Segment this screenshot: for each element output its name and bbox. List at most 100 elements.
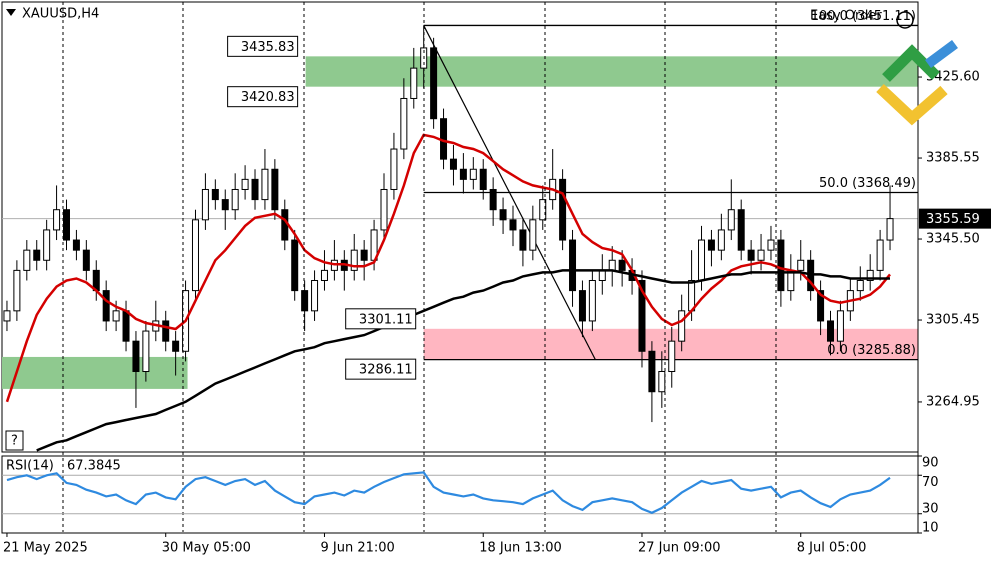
candle-body [172,340,180,352]
candle-body [668,340,676,373]
zone [2,356,188,389]
candle-body [112,310,120,322]
candle-body [648,350,656,393]
candle-body [251,178,259,201]
candle-body [43,229,51,261]
chart-title: XAUUSD,H4 [22,7,99,22]
candle-body [559,178,567,241]
fib-label: 50.0 (3368.49) [819,176,916,191]
rsi-title: RSI(14) [6,459,54,474]
rsi-pane [1,455,919,534]
candle-body [618,259,626,271]
candle-body [449,158,457,170]
candle-body [162,320,170,342]
candle-body [539,199,547,221]
candle-body [658,371,666,393]
y-tick-label: 3345.50 [926,232,980,247]
candle-body [459,168,467,180]
x-tick-label: 8 Jul 05:00 [797,541,867,556]
candle-body [82,249,90,271]
candle-body [430,47,438,120]
candle-body [102,290,110,322]
rsi-tick-label: 70 [922,475,939,490]
help-label[interactable]: ? [11,434,18,449]
zone-label: 3286.11 [359,363,413,378]
y-tick-label: 3264.95 [926,394,980,409]
candle-body [271,168,279,211]
zone-label-box [227,86,299,108]
rsi-line [6,471,891,515]
candle-body [866,269,874,281]
candle-body [827,320,835,342]
candle-body [479,168,487,190]
candle-body [757,249,765,261]
candle-body [33,249,41,261]
zone-label-box [227,35,299,57]
candle-body [261,168,269,201]
moving-average [36,269,890,452]
zone-label-box [345,358,417,380]
x-tick-label: 27 Jun 09:00 [638,541,721,556]
candle-body [132,340,140,373]
candle-body [747,249,755,261]
candle-body [3,310,11,322]
candle-body [509,219,517,231]
current-price-label: 3355.59 [926,212,980,227]
candle-body [737,209,745,251]
candle-body [638,279,646,352]
candle-body [856,279,864,292]
zone-label-box [345,308,417,330]
easy-order-icon[interactable] [896,11,914,29]
logo-yellow [876,83,948,126]
candle-body [817,290,825,322]
x-tick-label: 30 May 05:00 [162,541,251,556]
candle-body [469,168,477,180]
trend-line [423,25,596,360]
candle-body [53,209,61,231]
candle-body [62,209,70,241]
current-price-box [919,208,991,229]
help-button[interactable] [5,430,24,451]
logo-green [882,44,940,82]
candle-body [360,249,368,261]
candle-body [767,239,775,251]
rsi-tick-label: 10 [922,521,939,536]
candle-body [301,290,309,312]
candle-body [698,239,706,281]
candle-body [23,249,31,271]
candle-body [350,249,358,271]
candle-body [876,239,884,271]
candle-body [777,239,785,292]
candle-body [142,330,150,373]
zone-label: 3420.83 [241,90,295,105]
moving-average [5,133,891,403]
fib-label: 100.0 (3451.11) [811,9,916,24]
y-tick-label: 3385.55 [926,151,980,166]
zone [305,56,918,87]
candle-body [380,188,388,231]
candle-body [886,218,894,241]
x-tick-label: 18 Jun 13:00 [479,541,562,556]
easy-order[interactable]: Easy Order [810,9,882,24]
menu-arrow[interactable] [6,9,16,16]
plot-area [2,24,918,452]
zone-label: 3301.11 [359,312,413,327]
candle-body [211,188,219,201]
candle-body [410,67,418,99]
candle-body [13,269,21,312]
rsi-tick-label: 90 [922,456,939,471]
x-tick-label: 9 Jun 21:00 [320,541,394,556]
candle-body [578,290,586,322]
candle-body [569,239,577,292]
candle-body [797,259,805,271]
candle-body [727,209,735,231]
y-tick-label: 3305.45 [926,313,980,328]
candle-body [519,229,527,251]
fib-label: 0.0 (3285.88) [827,343,916,358]
candle-body [241,178,249,190]
logo-blue [925,39,958,69]
rsi-value: 67.3845 [67,459,121,474]
candle-body [588,279,596,322]
